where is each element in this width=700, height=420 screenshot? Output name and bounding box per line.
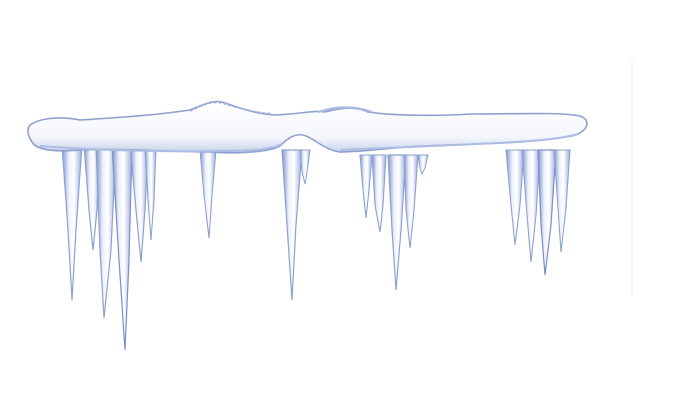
icicle <box>112 145 132 350</box>
icicle <box>554 150 570 252</box>
icicle <box>282 150 302 300</box>
icicle <box>200 150 216 238</box>
icicle <box>62 145 82 300</box>
icicle <box>388 155 406 290</box>
icicle <box>538 150 556 275</box>
snow-cap <box>28 101 587 152</box>
icicle <box>522 150 540 262</box>
icicle <box>506 150 524 245</box>
icicle-group <box>62 145 570 350</box>
icicle <box>360 155 372 218</box>
icicle <box>300 150 310 184</box>
icicle <box>145 148 156 240</box>
icicle <box>418 155 428 174</box>
icicle <box>404 155 418 248</box>
icicle <box>372 155 386 232</box>
